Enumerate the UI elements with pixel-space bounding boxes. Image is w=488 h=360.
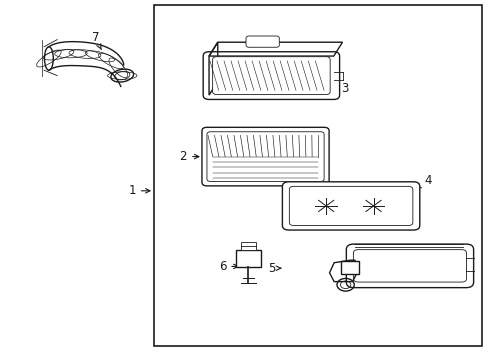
FancyBboxPatch shape bbox=[203, 52, 339, 99]
Bar bbox=[154, 5, 481, 346]
FancyBboxPatch shape bbox=[353, 250, 466, 282]
Text: 7: 7 bbox=[91, 31, 101, 50]
FancyBboxPatch shape bbox=[346, 244, 473, 288]
FancyBboxPatch shape bbox=[289, 186, 412, 225]
Text: 3: 3 bbox=[331, 82, 348, 95]
Bar bbox=[341, 261, 358, 274]
Text: 4: 4 bbox=[416, 174, 431, 188]
Text: 2: 2 bbox=[179, 150, 199, 163]
FancyBboxPatch shape bbox=[206, 132, 324, 181]
Text: 1: 1 bbox=[128, 184, 150, 197]
FancyBboxPatch shape bbox=[202, 127, 328, 186]
FancyBboxPatch shape bbox=[245, 36, 279, 47]
FancyBboxPatch shape bbox=[212, 57, 329, 94]
Text: 5: 5 bbox=[267, 262, 280, 275]
Text: 6: 6 bbox=[218, 260, 238, 273]
FancyBboxPatch shape bbox=[282, 182, 419, 230]
Bar bbox=[236, 250, 260, 267]
Bar bbox=[241, 242, 255, 250]
